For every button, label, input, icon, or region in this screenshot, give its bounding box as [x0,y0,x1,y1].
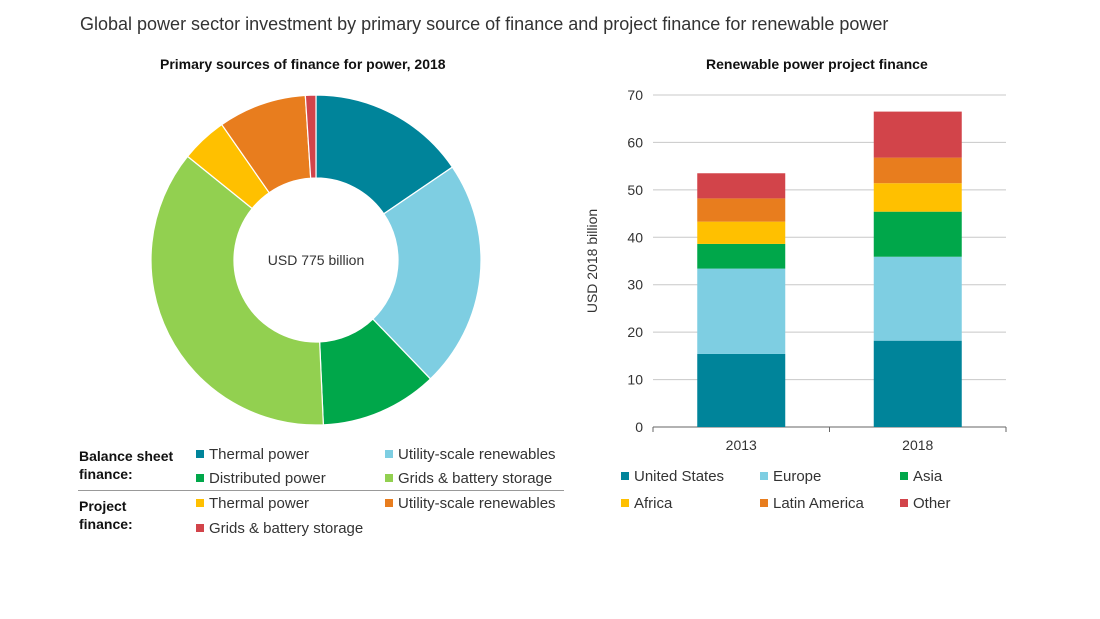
legend-label: Africa [634,494,673,512]
donut-slice-project-finance-grids-battery-storage [304,94,317,179]
legend-item-pf-thermal: Thermal power [196,493,309,513]
legend-label: Thermal power [209,445,310,463]
legend-label: United States [634,467,725,485]
legend-label: Europe [773,467,822,485]
bar-segment-latin-america-2018 [873,157,962,184]
donut-slice-balance-sheet-finance-utility-scale-renewables [372,166,482,380]
legend-item-pf-utility-renewables: Utility-scale renewables [385,493,556,513]
legend-label: Other [913,494,951,512]
y-tick-label: 40 [627,229,643,245]
page-title: Global power sector investment by primar… [80,14,889,34]
legend-swatch [196,524,204,532]
legend-item-bs-distributed: Distributed power [196,468,326,488]
legend-item-other: Other [900,493,951,513]
donut-center-label: USD 775 billion [268,252,365,268]
legend-item-pf-grids: Grids & battery storage [196,518,363,538]
legend-item-bs-thermal: Thermal power [196,444,309,464]
legend-group-project-finance: Project finance: [79,497,133,533]
donut-slice-balance-sheet-finance-grids-battery-storage [150,155,324,426]
legend-swatch [760,472,768,480]
y-tick-label: 50 [627,182,643,198]
bar-segment-africa-2018 [873,183,962,212]
legend-swatch [760,499,768,507]
bar-segment-other-2013 [697,173,786,199]
legend-group-label-line: Project [79,498,127,514]
legend-group-balance-sheet: Balance sheet finance: [79,447,173,483]
bar-chart-title: Renewable power project finance [706,56,928,72]
bar-segment-asia-2018 [873,211,962,257]
legend-label: Asia [913,467,943,485]
legend-item-bs-utility-renewables: Utility-scale renewables [385,444,556,464]
bar-segment-africa-2013 [697,221,786,244]
legend-swatch [196,450,204,458]
legend-divider [78,490,564,491]
legend-group-label-line: finance: [79,516,133,532]
legend-swatch [385,474,393,482]
y-tick-label: 0 [635,419,643,435]
legend-label: Grids & battery storage [398,469,553,487]
legend-swatch [196,474,204,482]
y-tick-label: 10 [627,372,643,388]
bar-segment-united-states-2013 [697,353,786,427]
legend-swatch [196,499,204,507]
x-tick-label: 2018 [902,437,933,453]
bar-segment-europe-2018 [873,256,962,341]
bar-segment-united-states-2018 [873,340,962,427]
stacked-bar-chart: 0 10 20 30 40 50 60 70 USD 2018 billion 2013 2018 [584,87,1007,453]
legend-group-label-line: finance: [79,466,133,482]
legend-label: Grids & battery storage [209,519,364,537]
y-axis-label: USD 2018 billion [584,209,600,313]
legend-swatch [900,472,908,480]
bar-segment-other-2018 [873,111,962,158]
bar-segment-asia-2013 [697,243,786,269]
legend-item-united-states: United States [621,466,724,486]
legend-label: Utility-scale renewables [398,445,556,463]
legend-item-europe: Europe [760,466,821,486]
legend-swatch [385,499,393,507]
legend-group-label-line: Balance sheet [79,448,174,464]
legend-item-asia: Asia [900,466,942,486]
legend-swatch [621,499,629,507]
y-tick-label: 20 [627,324,643,340]
x-tick-label: 2013 [726,437,757,453]
donut-chart: USD 775 billion [150,94,482,426]
legend-label: Thermal power [209,494,310,512]
legend-label: Latin America [773,494,864,512]
y-tick-label: 60 [627,134,643,150]
legend-swatch [900,499,908,507]
legend-item-latin-america: Latin America [760,493,864,513]
legend-item-bs-grids: Grids & battery storage [385,468,552,488]
bar-segment-europe-2013 [697,268,786,354]
legend-swatch [385,450,393,458]
legend-swatch [621,472,629,480]
legend-item-africa: Africa [621,493,672,513]
legend-label: Distributed power [209,469,326,487]
legend-label: Utility-scale renewables [398,494,556,512]
y-tick-label: 30 [627,277,643,293]
y-tick-label: 70 [627,87,643,103]
bar-segment-latin-america-2013 [697,198,786,222]
pie-chart-title: Primary sources of finance for power, 20… [160,56,446,72]
